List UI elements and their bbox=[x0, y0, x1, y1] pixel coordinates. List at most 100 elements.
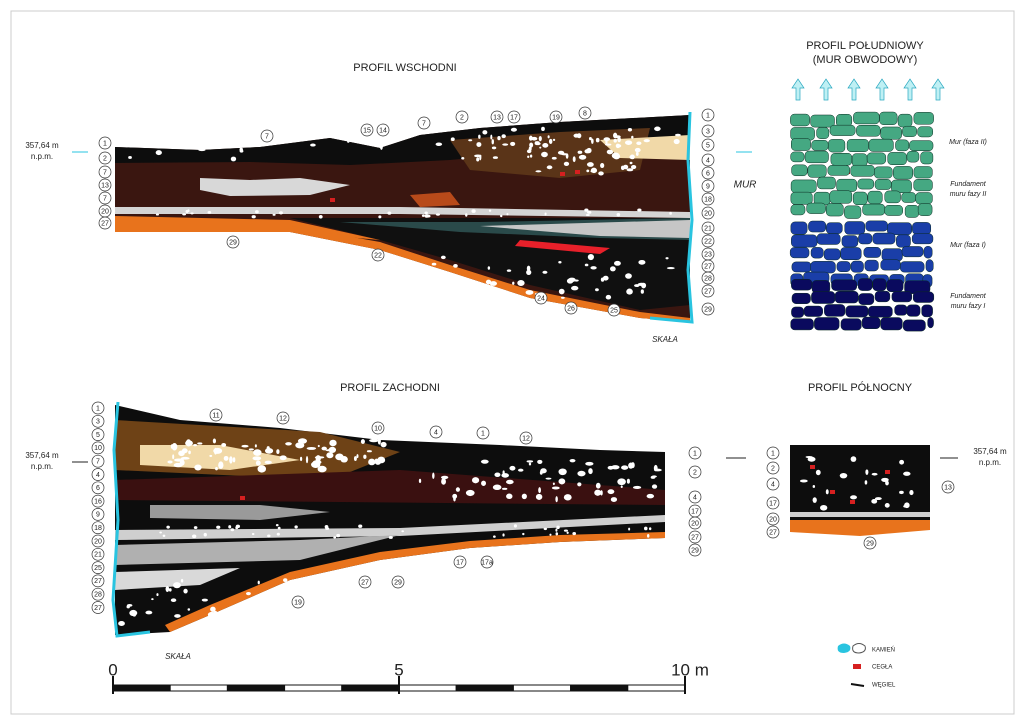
layer-circle bbox=[91, 601, 105, 614]
brick bbox=[240, 496, 245, 500]
stone bbox=[312, 618, 315, 625]
stone bbox=[591, 138, 594, 144]
brick bbox=[560, 172, 565, 176]
wall-stone bbox=[852, 191, 868, 206]
layer-circle bbox=[371, 421, 385, 435]
stone bbox=[611, 152, 620, 159]
stone bbox=[350, 135, 356, 139]
stone bbox=[850, 495, 857, 500]
stone bbox=[210, 606, 216, 612]
scale-bar bbox=[112, 676, 686, 694]
east-brown-lens bbox=[450, 128, 650, 178]
stone bbox=[594, 489, 602, 496]
stone bbox=[378, 215, 382, 219]
wall-stone bbox=[840, 247, 862, 261]
stone bbox=[491, 139, 494, 145]
layer-label: 22 bbox=[374, 252, 382, 259]
layer-label: 6 bbox=[96, 485, 100, 492]
wall-stone bbox=[830, 153, 853, 166]
stone bbox=[540, 468, 547, 474]
stone bbox=[506, 213, 509, 216]
stone bbox=[272, 213, 276, 216]
stone bbox=[377, 595, 381, 600]
stone bbox=[630, 165, 637, 170]
wall-annotation: Mur (faza II) bbox=[949, 139, 987, 146]
layer-label: 15 bbox=[363, 127, 371, 134]
stone bbox=[315, 455, 321, 462]
stone bbox=[194, 464, 202, 471]
stone bbox=[421, 214, 425, 217]
stone bbox=[538, 487, 541, 494]
stone bbox=[455, 487, 461, 492]
wall-stone bbox=[902, 125, 917, 137]
stone bbox=[492, 484, 502, 491]
scale-segment bbox=[398, 684, 457, 692]
layer-label: 27 bbox=[361, 579, 369, 586]
stone bbox=[435, 142, 443, 146]
stone bbox=[165, 585, 170, 593]
stone bbox=[235, 526, 239, 530]
layer-label: 4 bbox=[693, 494, 697, 501]
stone bbox=[197, 442, 203, 445]
layer-label: 7 bbox=[103, 195, 107, 202]
layer-label: 17 bbox=[456, 559, 464, 566]
stone bbox=[535, 170, 542, 173]
scale-segment bbox=[169, 684, 228, 692]
stone bbox=[526, 265, 531, 272]
stone bbox=[626, 288, 633, 295]
arrow bbox=[931, 78, 945, 101]
layer-label: 12 bbox=[279, 415, 287, 422]
stone bbox=[620, 165, 625, 171]
layer-circle bbox=[91, 454, 105, 468]
stone bbox=[571, 285, 579, 291]
stone bbox=[241, 444, 249, 448]
layer-label: 18 bbox=[704, 196, 712, 203]
stone bbox=[343, 586, 351, 591]
stone bbox=[555, 532, 559, 536]
stone bbox=[368, 458, 376, 466]
stone bbox=[367, 618, 372, 622]
layer-label: 27 bbox=[769, 529, 777, 536]
arrow bbox=[791, 78, 805, 101]
stone bbox=[471, 477, 480, 484]
layer-circle bbox=[701, 284, 715, 298]
stone bbox=[637, 208, 642, 212]
wall-stone bbox=[894, 304, 908, 316]
scale-segment bbox=[112, 684, 171, 692]
stone bbox=[356, 454, 359, 459]
west-grey-lens bbox=[150, 505, 330, 520]
stone bbox=[628, 527, 631, 531]
layer-circle bbox=[701, 271, 715, 285]
wall-annotation: Fundament bbox=[950, 293, 986, 300]
stone bbox=[340, 590, 345, 595]
stone bbox=[522, 532, 525, 536]
stone bbox=[252, 456, 262, 461]
elevation: n.p.m. bbox=[979, 458, 1001, 467]
rock-label: SKAŁA bbox=[165, 652, 191, 661]
stone bbox=[547, 135, 550, 139]
wall-stone bbox=[803, 305, 823, 317]
wall-stone bbox=[827, 165, 851, 176]
layer-label: 27 bbox=[704, 263, 712, 270]
stone bbox=[595, 482, 601, 489]
stone bbox=[904, 502, 910, 509]
elevation: 357,64 m bbox=[25, 141, 59, 150]
layer-circle bbox=[358, 575, 372, 589]
wall-stone bbox=[920, 151, 934, 165]
wall-stone bbox=[909, 140, 934, 152]
layer-label: 7 bbox=[103, 169, 107, 176]
brick bbox=[830, 490, 835, 494]
elevation: n.p.m. bbox=[31, 152, 53, 161]
layer-circle bbox=[578, 106, 592, 120]
stone bbox=[874, 497, 882, 501]
stone bbox=[390, 615, 399, 621]
stone bbox=[636, 141, 642, 145]
wall-stone bbox=[790, 221, 808, 235]
stone bbox=[418, 478, 422, 484]
layer-label: 13 bbox=[101, 182, 109, 189]
stone bbox=[168, 126, 175, 130]
layer-circle bbox=[701, 302, 715, 316]
stone bbox=[185, 210, 189, 214]
layer-label: 21 bbox=[704, 225, 712, 232]
stone bbox=[551, 486, 560, 490]
